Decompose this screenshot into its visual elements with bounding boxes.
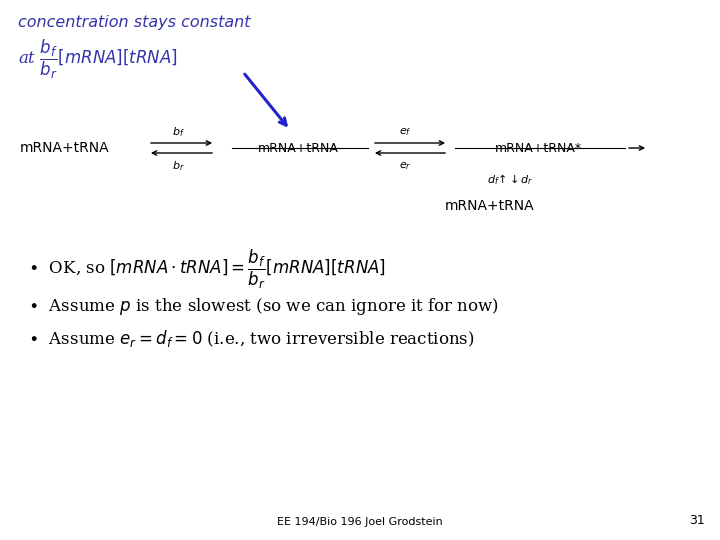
Text: $b_r$: $b_r$ xyxy=(171,159,184,173)
Text: $b_f$: $b_f$ xyxy=(171,125,184,139)
Text: $e_r$: $e_r$ xyxy=(399,160,411,172)
Text: concentration stays constant: concentration stays constant xyxy=(18,15,251,30)
Text: EE 194/Bio 196 Joel Grodstein: EE 194/Bio 196 Joel Grodstein xyxy=(277,517,443,527)
Text: mRNA+tRNA: mRNA+tRNA xyxy=(445,199,535,213)
Text: mRNA+tRNA*: mRNA+tRNA* xyxy=(495,141,582,154)
Text: $\bullet$  OK, so $[mRNA \cdot tRNA] = \dfrac{b_f}{b_r}[mRNA][tRNA]$: $\bullet$ OK, so $[mRNA \cdot tRNA] = \d… xyxy=(28,248,386,291)
Text: $\bullet$  Assume $e_r{=}d_f{=}0$ (i.e., two irreversible reactions): $\bullet$ Assume $e_r{=}d_f{=}0$ (i.e., … xyxy=(28,328,474,349)
Text: 31: 31 xyxy=(689,514,705,527)
Text: $\bullet$  Assume $p$ is the slowest (so we can ignore it for now): $\bullet$ Assume $p$ is the slowest (so … xyxy=(28,296,499,317)
Text: at $\dfrac{b_f}{b_r}[mRNA][tRNA]$: at $\dfrac{b_f}{b_r}[mRNA][tRNA]$ xyxy=(18,38,178,81)
Text: mRNA+tRNA: mRNA+tRNA xyxy=(20,141,109,155)
Text: $e_f$: $e_f$ xyxy=(399,126,411,138)
Text: mRNA+tRNA: mRNA+tRNA xyxy=(258,141,338,154)
Text: $d_f\!\uparrow\!\downarrow d_r$: $d_f\!\uparrow\!\downarrow d_r$ xyxy=(487,173,534,187)
